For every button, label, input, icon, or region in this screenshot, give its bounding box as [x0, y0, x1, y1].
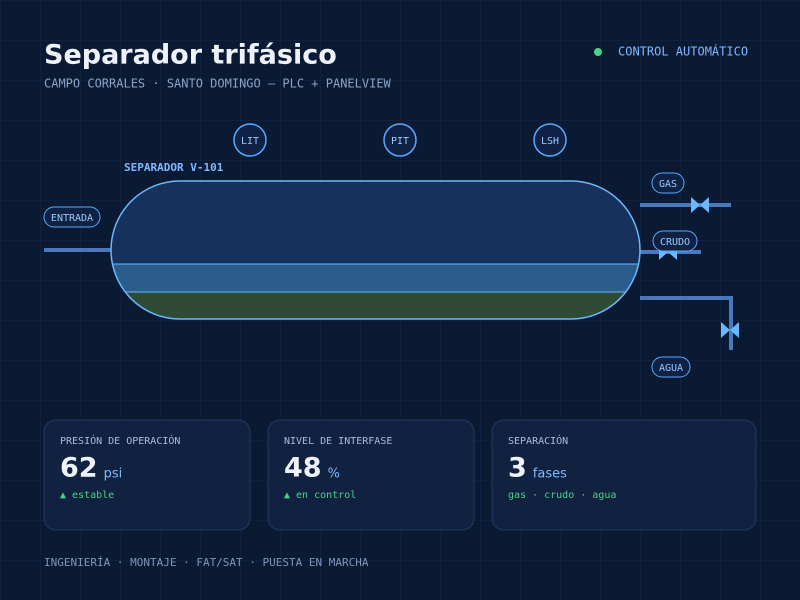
oil-phase: [111, 264, 640, 292]
status-dot: [594, 48, 602, 56]
label-pill: [651, 356, 691, 378]
cards: PRESIÓN DE OPERACIÓN 62 psi ▲ estable NIVEL …: [43, 419, 757, 531]
card-note: gas · crudo · agua: [508, 490, 616, 501]
vessel: [110, 180, 641, 320]
water-phase: [111, 292, 640, 319]
stream-labels: ENTRADA GAS CRUDO AGUA: [43, 172, 698, 378]
card-unit: fases: [533, 467, 567, 482]
status: CONTROL AUTOMÁTICO: [618, 44, 748, 59]
gas-label: GAS: [659, 179, 677, 190]
subtitle: CAMPO CORRALES · SANTO DOMINGO — PLC + P…: [44, 77, 392, 91]
oil-label: CRUDO: [660, 237, 690, 248]
card-label: PRESIÓN DE OPERACIÓN: [60, 434, 180, 447]
inlet-label: ENTRADA: [51, 213, 93, 224]
label-pill: [652, 230, 698, 252]
title: Separador trifásico: [44, 40, 337, 71]
card: [491, 419, 757, 531]
card-unit: psi: [104, 467, 123, 482]
card: [267, 419, 475, 531]
pipes: [44, 197, 739, 350]
instrument-bubble: [383, 123, 417, 157]
instruments: LIT PIT LSH: [233, 123, 567, 157]
card-label: SEPARACIÓN: [508, 434, 568, 447]
gas-valve: [691, 197, 709, 213]
card-value: 62: [60, 453, 98, 484]
gas-phase: [111, 181, 640, 264]
water-label: AGUA: [659, 363, 683, 374]
card-note: ▲ estable: [60, 490, 114, 501]
vessel-label: SEPARADOR V-101: [124, 161, 224, 174]
card: [43, 419, 251, 531]
footer: INGENIERÍA · MONTAJE · FAT/SAT · PUESTA …: [44, 556, 369, 569]
card-unit: %: [328, 467, 340, 482]
card-value: 3: [508, 453, 527, 484]
card-label: NIVEL DE INTERFASE: [284, 436, 392, 447]
instrument-bubble: [533, 123, 567, 157]
water-pipe: [640, 296, 733, 350]
instrument-tag: LSH: [541, 136, 559, 147]
vessel-shell: [110, 180, 641, 320]
card-value: 48: [284, 453, 322, 484]
instrument-bubble: [233, 123, 267, 157]
water-valve: [721, 322, 739, 338]
label-pill: [43, 206, 101, 228]
instrument-tag: PIT: [391, 136, 409, 147]
instrument-tag: LIT: [241, 136, 259, 147]
label-pill: [651, 172, 685, 194]
card-note: ▲ en control: [284, 490, 356, 501]
